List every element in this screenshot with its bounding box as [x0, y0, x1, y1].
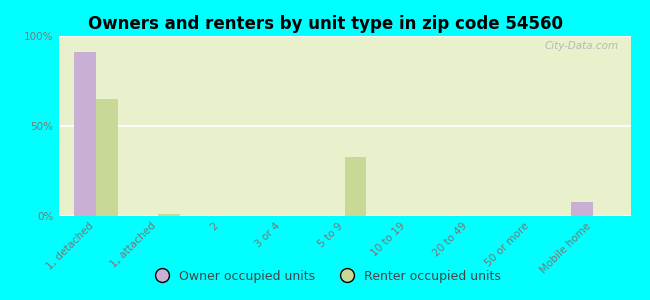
Text: Owners and renters by unit type in zip code 54560: Owners and renters by unit type in zip c…	[88, 15, 562, 33]
Bar	[158, 214, 180, 216]
Text: City-Data.com: City-Data.com	[545, 41, 619, 51]
Bar	[74, 52, 96, 216]
Bar	[344, 157, 366, 216]
Bar	[96, 99, 118, 216]
Bar	[571, 202, 593, 216]
Legend: Owner occupied units, Renter occupied units: Owner occupied units, Renter occupied un…	[144, 265, 506, 288]
